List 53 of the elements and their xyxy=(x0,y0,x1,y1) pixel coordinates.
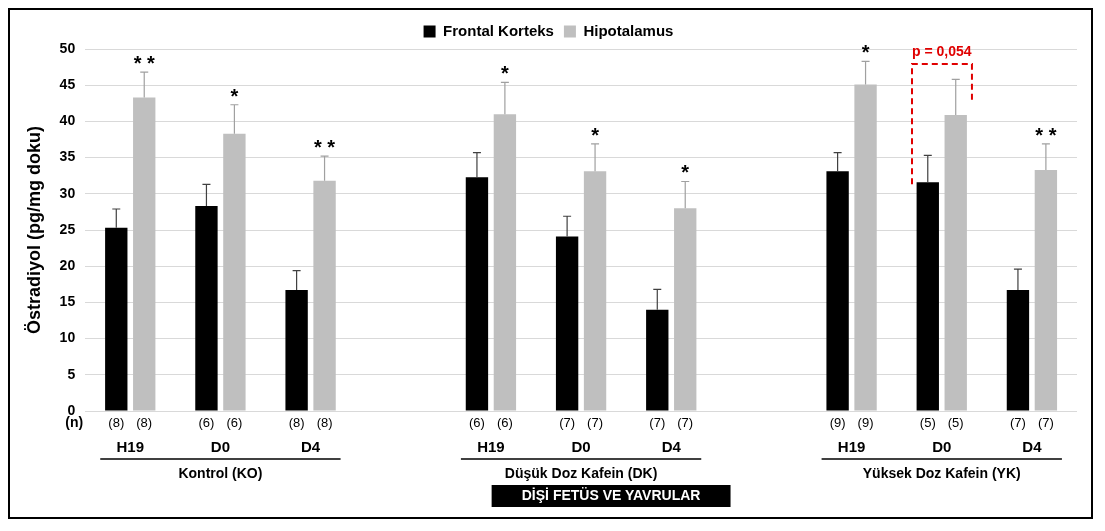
data-label: * xyxy=(861,41,870,64)
x-tick-label: D0 xyxy=(210,438,231,456)
legend-label: Frontal Korteks xyxy=(443,21,554,39)
x-tick-label: H19 xyxy=(837,438,866,456)
y-tick-label: 45 xyxy=(59,76,76,93)
x-tick-label: D4 xyxy=(1022,438,1043,456)
data-label: * * xyxy=(1035,123,1057,146)
x-tick-label: H19 xyxy=(116,438,145,456)
data-label: * xyxy=(230,84,239,107)
y-tick-label: 35 xyxy=(59,148,76,165)
x-tick-label: H19 xyxy=(477,438,505,456)
x-tick-label: D4 xyxy=(661,438,682,456)
text: (7) xyxy=(677,414,694,430)
x-tick-label: D0 xyxy=(571,438,591,456)
text: (7) xyxy=(587,414,604,430)
text: (8) xyxy=(316,414,333,430)
annotation: p = 0,054 xyxy=(911,42,972,59)
text: (9) xyxy=(829,414,846,430)
x-tick-label: D4 xyxy=(300,438,321,456)
text: Kontrol (KO) xyxy=(178,464,263,481)
y-axis-title: Östradiyol (pg/mg doku) xyxy=(23,125,44,335)
text: Yüksek Doz Kafein (YK) xyxy=(862,464,1021,481)
text: (6) xyxy=(198,414,215,430)
text: (7) xyxy=(1010,414,1026,430)
legend-label: Hipotalamus xyxy=(583,21,674,39)
y-tick-label: 15 xyxy=(59,293,76,310)
text: (7) xyxy=(649,414,666,430)
text: (7) xyxy=(1037,414,1054,430)
text: (6) xyxy=(469,414,485,430)
x-axis-title: DİŞİ FETÜS VE YAVRULAR xyxy=(521,486,701,503)
x-tick-label: D0 xyxy=(932,438,952,456)
data-label: * * xyxy=(133,52,156,75)
text: (9) xyxy=(857,414,874,430)
text: (7) xyxy=(559,414,576,430)
text: (5) xyxy=(947,414,964,430)
y-tick-label: 40 xyxy=(59,112,76,129)
text: (8) xyxy=(288,414,305,430)
y-tick-label: 50 xyxy=(59,39,76,56)
text: Düşük Doz Kafein (DK) xyxy=(504,464,658,481)
y-tick-label: 10 xyxy=(59,329,76,346)
text: (6) xyxy=(226,414,243,430)
y-tick-label: 25 xyxy=(59,220,76,237)
data-label: * xyxy=(591,123,600,146)
data-label: * * xyxy=(314,136,336,159)
y-tick-label: 30 xyxy=(59,184,76,201)
y-tick-label: 5 xyxy=(67,365,76,382)
text: (6) xyxy=(496,414,513,430)
text: (5) xyxy=(919,414,936,430)
text: (8) xyxy=(108,414,125,430)
data-label: * xyxy=(681,161,690,184)
data-label: * xyxy=(501,62,509,85)
y-tick-label: 20 xyxy=(59,257,76,274)
text: (8) xyxy=(136,414,153,430)
